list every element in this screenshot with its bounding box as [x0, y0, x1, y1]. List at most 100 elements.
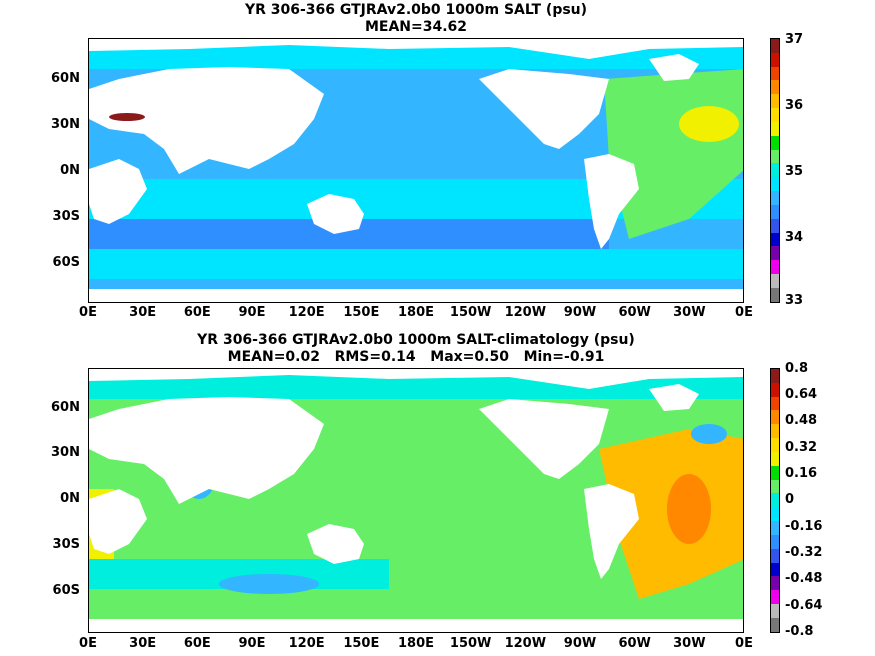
panel2-lon-label: 90W: [563, 636, 597, 651]
colorbar-swatch: [771, 149, 779, 164]
map2-australia: [307, 524, 364, 564]
colorbar-swatch: [771, 108, 779, 122]
panel1-lon-label: 90E: [238, 305, 266, 320]
map2-eurasia: [89, 397, 324, 504]
panel2-colorbar-label: 0.48: [785, 413, 818, 428]
colorbar-swatch: [771, 274, 779, 288]
map2-greenland: [649, 384, 699, 411]
colorbar-swatch: [771, 534, 779, 549]
panel2-colorbar-label: 0.64: [785, 387, 818, 402]
panel1-map: [88, 38, 744, 303]
panel1-colorbar-label: 34: [785, 230, 804, 245]
colorbar-swatch: [771, 191, 779, 205]
panel1-lon-label: 30E: [129, 305, 157, 320]
map1-mediterranean: [109, 113, 145, 121]
panel2-lon-label: 60E: [183, 636, 211, 651]
panel2-lat-label: 30S: [52, 537, 80, 552]
panel1-colorbar-label: 36: [785, 98, 804, 113]
colorbar-swatch: [771, 246, 779, 261]
panel1-lon-label: 90W: [563, 305, 597, 320]
panel1-lat-label: 0N: [60, 163, 80, 178]
colorbar-swatch: [771, 287, 779, 302]
panel2-map: [88, 368, 744, 633]
panel2-colorbar-label: -0.64: [785, 598, 823, 613]
colorbar-swatch: [771, 493, 779, 508]
colorbar-swatch: [771, 260, 779, 275]
colorbar-swatch: [771, 562, 779, 577]
colorbar-swatch: [771, 396, 779, 411]
colorbar-swatch: [771, 135, 779, 150]
map1-arctic-land: [89, 39, 743, 59]
panel2-lon-label: 150E: [343, 636, 380, 651]
panel2-colorbar-label: 0.8: [785, 361, 809, 376]
panel2-colorbar-label: -0.8: [785, 624, 814, 639]
map1-atlantic-high-salinity: [679, 106, 739, 142]
panel2-lon-label: 150W: [449, 636, 492, 651]
colorbar-swatch: [771, 39, 779, 53]
map1-north-america: [479, 69, 609, 149]
map1-antarctica: [89, 289, 743, 302]
panel1-lon-label: 0E: [79, 305, 97, 320]
panel2-lon-label: 180E: [397, 636, 435, 651]
panel2-lon-label: 0E: [79, 636, 97, 651]
panel1-colorbar: [770, 38, 780, 303]
panel1-title: YR 306-366 GTJRAv2.0b0 1000m SALT (psu): [244, 2, 588, 18]
panel1-lon-label: 180E: [397, 305, 435, 320]
panel2-lon-label: 0E: [735, 636, 753, 651]
map1-africa: [89, 159, 147, 224]
panel1-lat-label: 60N: [51, 71, 80, 86]
map2-arctic-land: [89, 369, 743, 389]
panel2-colorbar-label: -0.32: [785, 545, 823, 560]
colorbar-swatch: [771, 66, 779, 81]
colorbar-swatch: [771, 121, 779, 136]
panel1-lon-label: 0E: [735, 305, 753, 320]
panel1-lat-label: 30S: [52, 209, 80, 224]
colorbar-swatch: [771, 479, 779, 494]
map1-south-america: [584, 154, 639, 249]
colorbar-swatch: [771, 382, 779, 397]
colorbar-swatch: [771, 369, 779, 383]
panel1-colorbar-label: 37: [785, 32, 804, 47]
map1-eurasia: [89, 67, 324, 174]
colorbar-swatch: [771, 94, 779, 109]
panel2-lon-label: 30W: [673, 636, 706, 651]
panel1-colorbar-label: 33: [785, 293, 804, 308]
map1-greenland: [649, 54, 699, 81]
colorbar-swatch: [771, 80, 779, 95]
colorbar-swatch: [771, 617, 779, 632]
colorbar-swatch: [771, 232, 779, 247]
panel2-lon-label: 120W: [504, 636, 547, 651]
panel1-lon-label: 150E: [343, 305, 380, 320]
panel2-colorbar-label: 0.32: [785, 440, 818, 455]
panel2-lat-label: 30N: [51, 445, 80, 460]
colorbar-swatch: [771, 576, 779, 591]
map2-labrador-negative: [691, 424, 727, 444]
panel1-map-canvas: [89, 39, 743, 302]
map2-atlantic-core: [667, 474, 711, 544]
panel2-lat-label: 60S: [52, 583, 80, 598]
colorbar-swatch: [771, 465, 779, 480]
panel2-colorbar-label: 0: [785, 492, 795, 507]
panel1-lon-label: 60E: [183, 305, 211, 320]
panel1-lon-label: 120W: [504, 305, 547, 320]
map2-south-america: [584, 484, 639, 579]
colorbar-swatch: [771, 204, 779, 219]
panel2-stats: MEAN=0.02 RMS=0.14 Max=0.50 Min=-0.91: [227, 349, 605, 365]
map2-antarctica: [89, 619, 743, 632]
colorbar-swatch: [771, 507, 779, 522]
panel1-lon-label: 60W: [618, 305, 651, 320]
panel1-mean: MEAN=34.62: [364, 19, 468, 35]
colorbar-swatch: [771, 177, 779, 192]
panel2-lat-label: 60N: [51, 400, 80, 415]
colorbar-swatch: [771, 604, 779, 618]
colorbar-swatch: [771, 424, 779, 439]
panel2-colorbar: [770, 368, 780, 633]
colorbar-swatch: [771, 521, 779, 535]
map2-north-america: [479, 399, 609, 479]
colorbar-swatch: [771, 52, 779, 67]
panel2-colorbar-label: 0.16: [785, 466, 818, 481]
panel2-lat-label: 0N: [60, 491, 80, 506]
panel2-lon-label: 120E: [288, 636, 325, 651]
panel1-lat-label: 30N: [51, 117, 80, 132]
map2-africa: [89, 489, 147, 554]
